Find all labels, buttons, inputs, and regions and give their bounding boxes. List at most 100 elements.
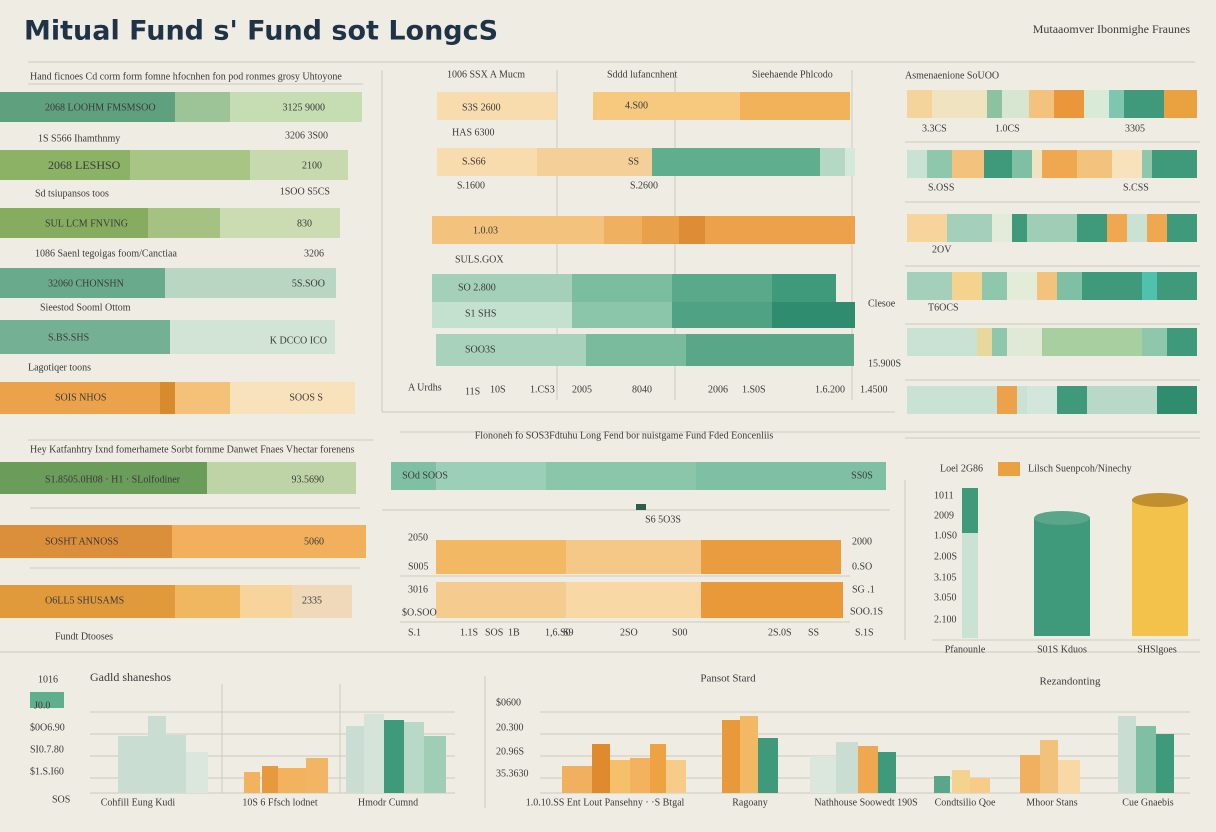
label: S3S 2600 (462, 102, 501, 113)
label: 35.3630 (496, 768, 529, 779)
bar (278, 768, 306, 793)
bar-segment (172, 525, 366, 558)
label: S00 (672, 627, 688, 638)
bar-segment (952, 272, 982, 300)
bar-segment (0, 585, 175, 618)
label: S.1600 (457, 180, 485, 191)
bar-segment (992, 328, 1007, 356)
bar (186, 752, 208, 793)
label: Sddd lufancnhent (607, 69, 677, 80)
bar (650, 744, 666, 793)
label: 2000 (852, 536, 872, 547)
label: S.2600 (630, 180, 658, 191)
label: 2335 (302, 595, 322, 606)
label: A Urdhs (408, 382, 442, 393)
bar-segment (907, 328, 977, 356)
bar (118, 736, 148, 793)
label: Hmodr Cumnd (358, 797, 418, 808)
bar-segment (175, 382, 230, 414)
bar-segment (1002, 90, 1029, 118)
bar-segment (701, 582, 843, 618)
bar-segment (1109, 90, 1124, 118)
bar-segment (170, 320, 335, 354)
label: Ragoany (732, 797, 768, 808)
bar-segment (1012, 214, 1027, 242)
label: SO 2.800 (458, 282, 496, 293)
label: 3016 (408, 584, 428, 595)
label: 1.0.03 (473, 225, 498, 236)
label: 1SOO S5CS (280, 186, 330, 197)
label: 2068 LOOHM FMSMSOO (45, 102, 156, 113)
bar-segment (672, 302, 772, 328)
label: 1.6.200 (815, 384, 845, 395)
bar-segment (1042, 328, 1142, 356)
bar-segment (230, 92, 362, 122)
bar (166, 735, 186, 793)
bar-segment (652, 148, 820, 176)
bar-segment (165, 268, 336, 298)
bar-segment (947, 214, 992, 242)
bar-segment (1157, 386, 1197, 414)
label: S.1 (408, 627, 421, 638)
label: SULS.GOX (455, 254, 504, 265)
bar-segment (907, 386, 997, 414)
bar-segment (907, 150, 927, 178)
label: $1.S.I60 (30, 766, 64, 777)
label: 5060 (304, 536, 324, 547)
bar-segment (1147, 214, 1167, 242)
label: S005 (408, 561, 429, 572)
bar-segment (952, 150, 984, 178)
bar-segment (593, 92, 740, 120)
label: 20.300 (496, 722, 524, 733)
bar (592, 744, 610, 793)
bar-segment (772, 302, 855, 328)
label: O6LL5 SHUSAMS (45, 595, 124, 606)
label: SS0S (851, 470, 873, 481)
bar-segment (0, 320, 170, 354)
label: SOd SOOS (402, 470, 448, 481)
bar-segment (586, 334, 686, 366)
cylinder-top (1034, 511, 1090, 525)
label: 11S (465, 386, 480, 397)
bar (384, 720, 404, 793)
bar-segment (705, 216, 855, 244)
bar-segment (0, 92, 175, 122)
label: SOO.1S (850, 606, 883, 617)
label: Flononeh fo SOS3Fdtuhu Long Fend bor nui… (475, 430, 774, 441)
label: Nathhouse Soowedt 190S (814, 797, 917, 808)
label: S.OSS (928, 182, 954, 193)
label: 2068 LESHSO (48, 158, 121, 172)
bar-segment (1142, 328, 1167, 356)
bar-segment (1157, 272, 1197, 300)
bar-segment (160, 382, 175, 414)
bar-segment (907, 214, 947, 242)
label: 830 (297, 218, 312, 229)
bar (424, 736, 446, 793)
label: Pfanounle (945, 644, 986, 655)
bar-segment (546, 462, 696, 490)
bar-segment (1112, 150, 1142, 178)
bar-segment (250, 150, 348, 180)
label: 1.4500 (860, 384, 888, 395)
bar (758, 738, 778, 793)
bar-segment (820, 148, 845, 176)
label: 0.SO (852, 561, 872, 572)
label: 2009 (934, 510, 954, 521)
bar (970, 778, 990, 793)
label: 8040 (632, 384, 652, 395)
label: 1,6.S0 (545, 627, 571, 638)
label: Gadld shaneshos (90, 670, 171, 684)
label: Sieestod Sooml Ottom (40, 302, 131, 313)
bar-segment (566, 582, 701, 618)
bar-segment (992, 214, 1012, 242)
label: SS (628, 156, 639, 167)
bar-segment (220, 208, 340, 238)
label: 2.00S (934, 551, 957, 562)
bar (836, 742, 858, 793)
bar-segment (1057, 386, 1087, 414)
bar-segment (686, 334, 854, 366)
bar-segment (391, 462, 436, 490)
bar-segment (679, 216, 705, 244)
label: 2OV (932, 244, 952, 255)
bar-segment (432, 302, 572, 328)
